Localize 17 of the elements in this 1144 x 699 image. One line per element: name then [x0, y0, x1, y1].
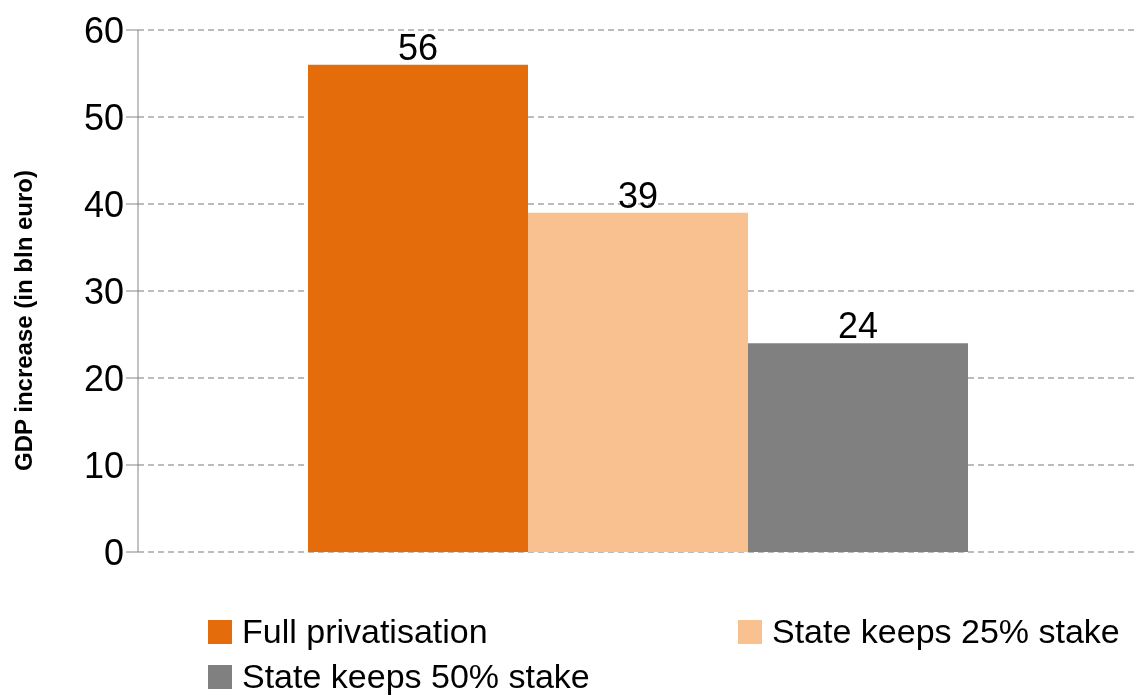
legend-label: Full privatisation: [242, 612, 488, 651]
y-tick-label: 0: [103, 531, 124, 573]
bar: [528, 212, 748, 552]
bar: [748, 343, 968, 552]
legend-label: State keeps 25% stake: [772, 612, 1120, 651]
y-axis-title: GDP increase (in bln euro): [9, 170, 37, 471]
y-tick-label: 30: [83, 270, 124, 312]
y-tick-label: 20: [83, 357, 124, 399]
data-label: 24: [837, 305, 879, 347]
legend-label: State keeps 50% stake: [242, 657, 590, 696]
y-tick-label: 50: [83, 96, 124, 138]
bar: [308, 64, 528, 552]
y-tick-label: 40: [83, 183, 124, 225]
y-tick-label: 10: [83, 444, 124, 486]
data-label: 39: [617, 174, 659, 216]
data-label: 56: [397, 26, 439, 68]
y-tick-label: 60: [83, 9, 124, 51]
